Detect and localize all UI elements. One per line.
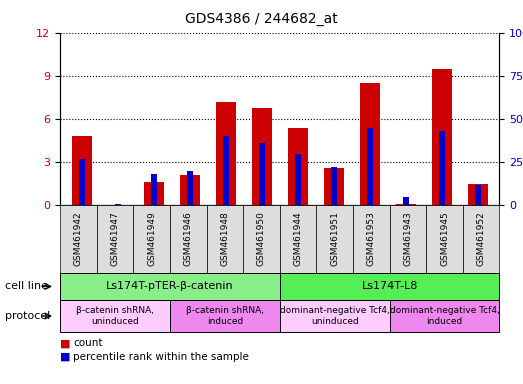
Text: GSM461945: GSM461945 xyxy=(440,212,449,266)
Bar xyxy=(144,182,164,205)
Bar xyxy=(115,204,121,205)
Bar xyxy=(468,184,488,205)
Bar xyxy=(295,154,301,205)
Text: GSM461942: GSM461942 xyxy=(74,212,83,266)
Text: GSM461948: GSM461948 xyxy=(220,212,230,266)
Bar xyxy=(396,204,416,205)
Text: dominant-negative Tcf4,
uninduced: dominant-negative Tcf4, uninduced xyxy=(280,306,390,326)
Bar xyxy=(72,136,92,205)
Bar xyxy=(367,127,373,205)
Text: Ls174T-pTER-β-catenin: Ls174T-pTER-β-catenin xyxy=(106,281,234,291)
Bar xyxy=(252,108,272,205)
Text: ■: ■ xyxy=(60,352,71,362)
Bar xyxy=(403,197,409,205)
Bar xyxy=(216,102,236,205)
Bar xyxy=(439,131,445,205)
Text: protocol: protocol xyxy=(5,311,51,321)
Text: GSM461947: GSM461947 xyxy=(110,212,120,266)
Text: GSM461946: GSM461946 xyxy=(184,212,193,266)
Text: Ls174T-L8: Ls174T-L8 xyxy=(361,281,418,291)
Bar xyxy=(331,167,337,205)
Bar xyxy=(259,143,265,205)
Text: dominant-negative Tcf4,
induced: dominant-negative Tcf4, induced xyxy=(390,306,499,326)
Text: β-catenin shRNA,
uninduced: β-catenin shRNA, uninduced xyxy=(76,306,154,326)
Text: GSM461944: GSM461944 xyxy=(293,212,303,266)
Text: β-catenin shRNA,
induced: β-catenin shRNA, induced xyxy=(186,306,264,326)
Text: GSM461952: GSM461952 xyxy=(476,212,486,266)
Bar xyxy=(151,174,157,205)
Text: GSM461950: GSM461950 xyxy=(257,212,266,266)
Text: GSM461953: GSM461953 xyxy=(367,212,376,266)
Text: GSM461949: GSM461949 xyxy=(147,212,156,266)
Bar xyxy=(180,175,200,205)
Bar xyxy=(288,127,308,205)
Bar xyxy=(360,83,380,205)
Text: ■: ■ xyxy=(60,338,71,348)
Text: GDS4386 / 244682_at: GDS4386 / 244682_at xyxy=(185,12,338,25)
Bar xyxy=(79,159,85,205)
Text: count: count xyxy=(73,338,103,348)
Text: GSM461943: GSM461943 xyxy=(403,212,413,266)
Bar xyxy=(324,168,344,205)
Bar xyxy=(223,136,229,205)
Bar xyxy=(432,69,452,205)
Text: GSM461951: GSM461951 xyxy=(330,212,339,266)
Text: percentile rank within the sample: percentile rank within the sample xyxy=(73,352,249,362)
Bar xyxy=(475,185,481,205)
Text: cell line: cell line xyxy=(5,281,48,291)
Bar xyxy=(187,171,193,205)
